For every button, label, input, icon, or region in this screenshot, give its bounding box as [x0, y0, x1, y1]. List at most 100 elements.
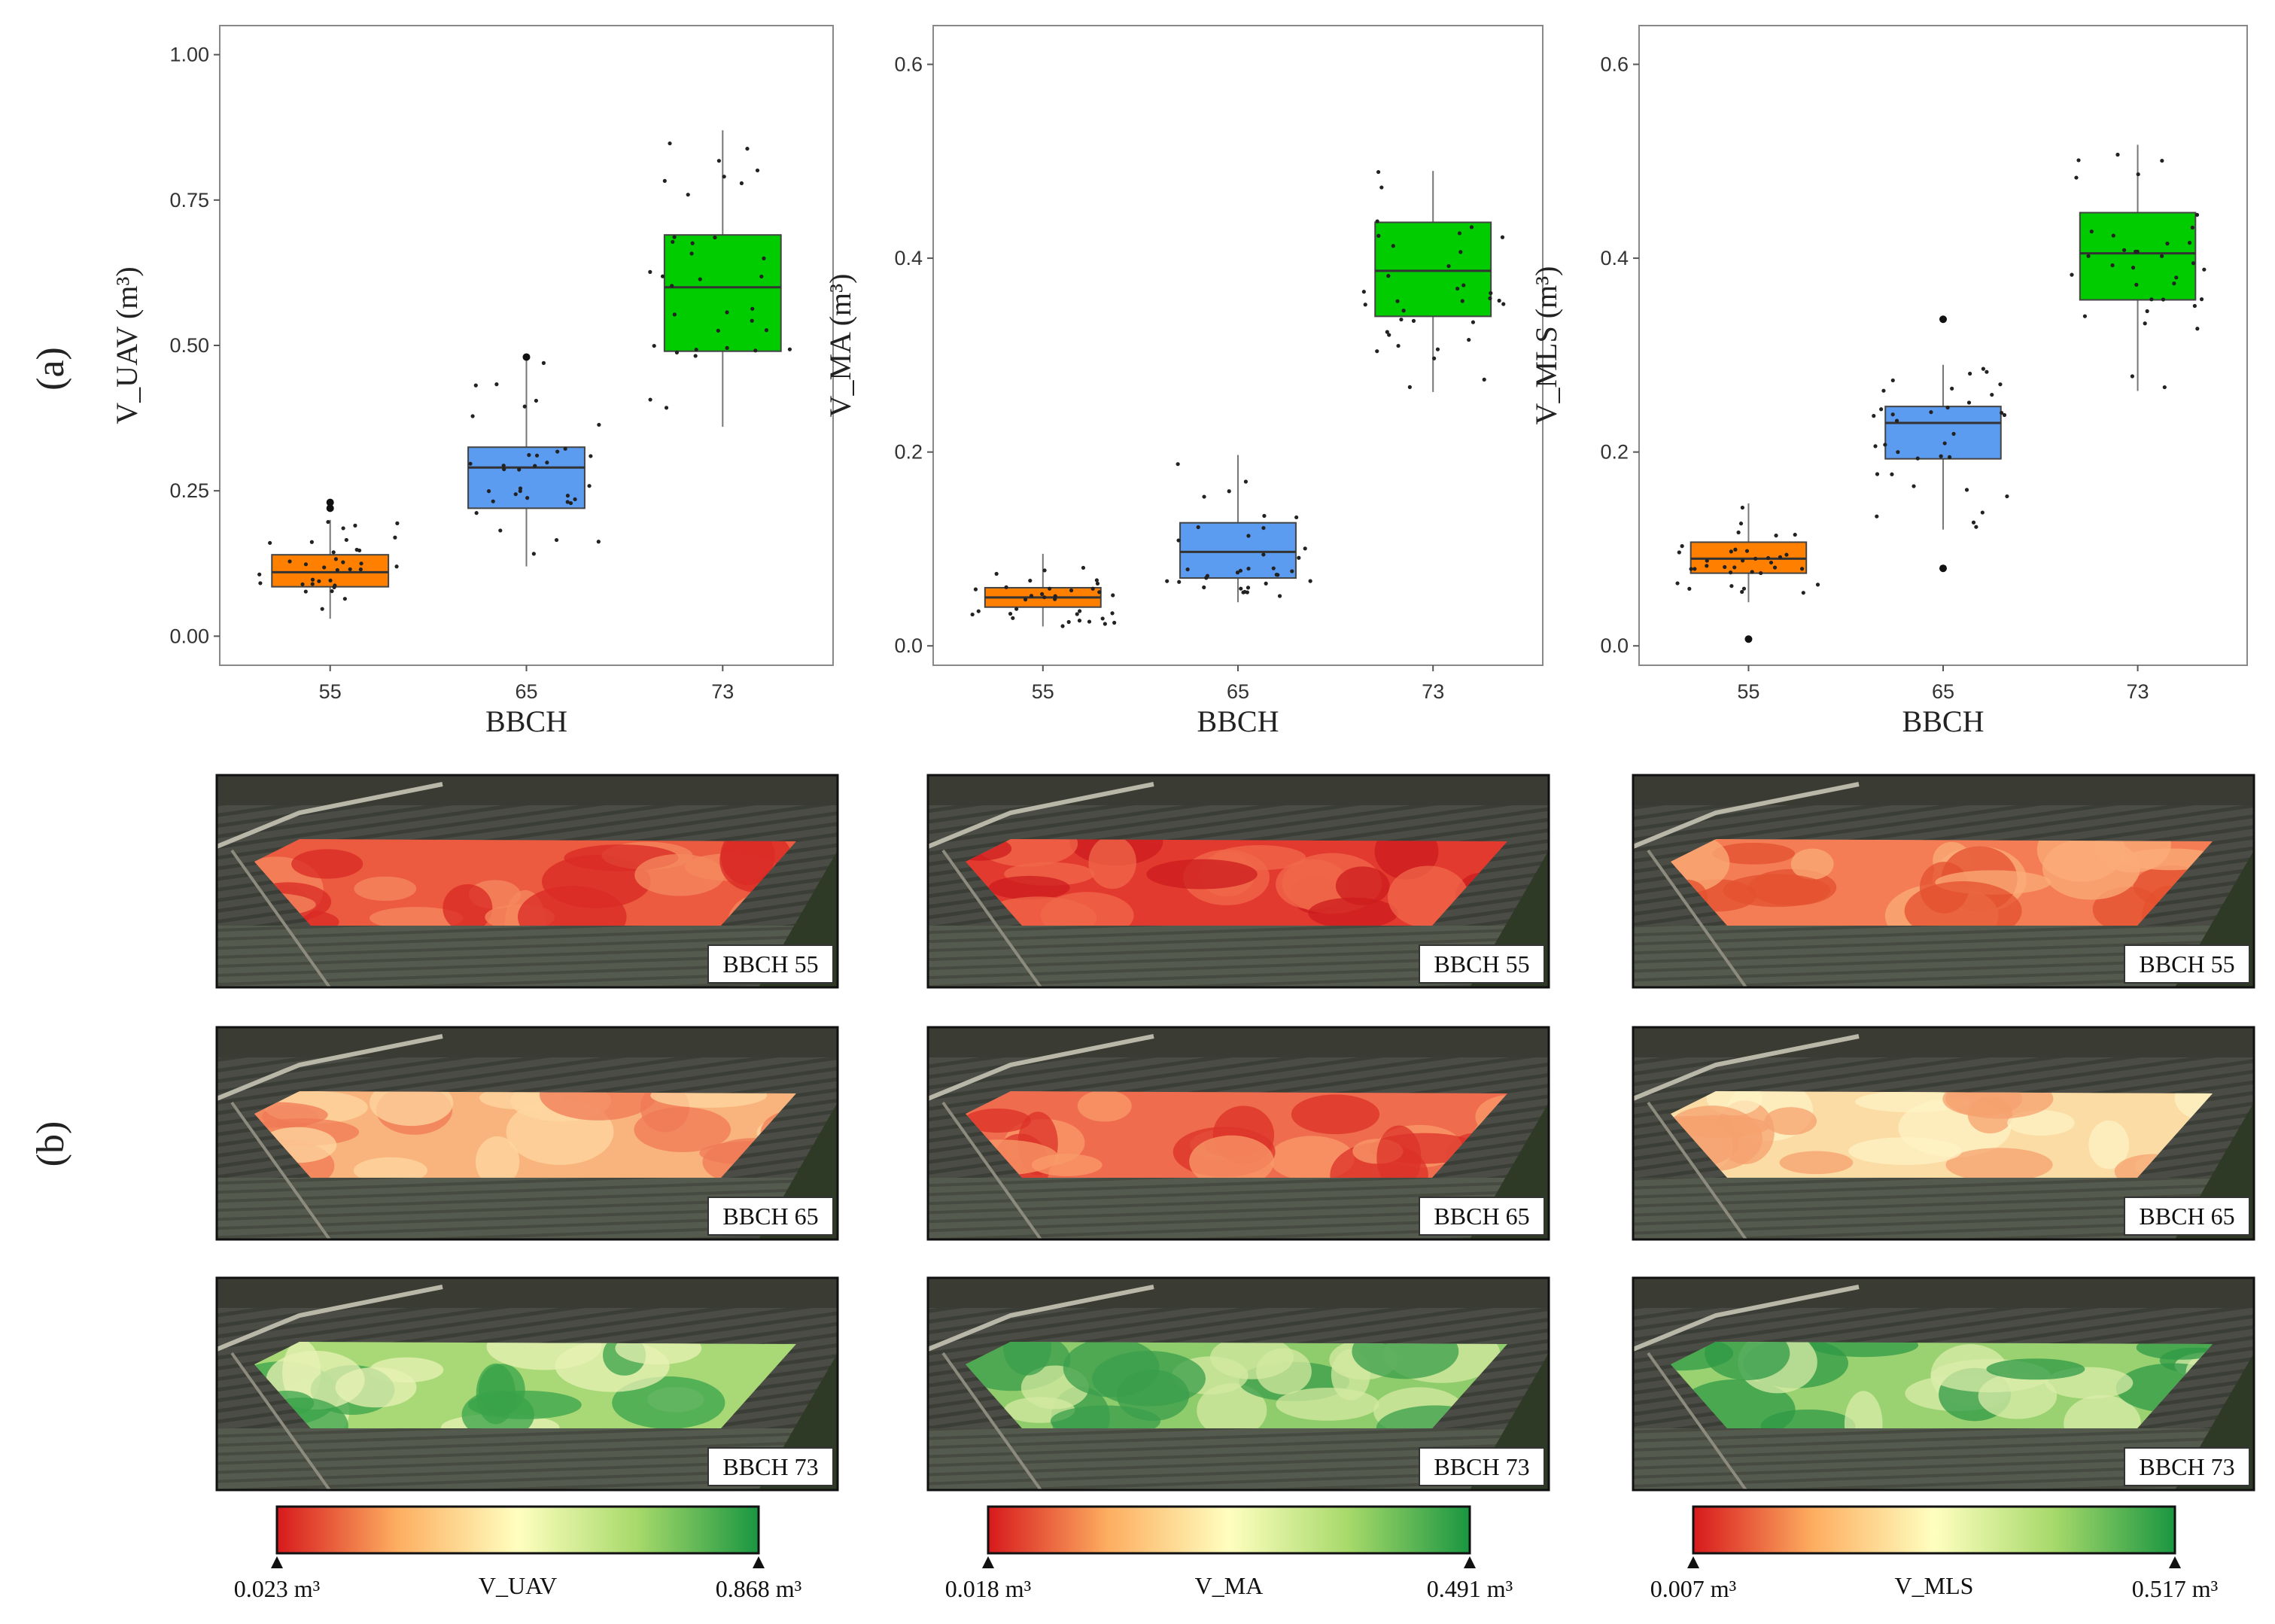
sample-point — [1023, 598, 1028, 602]
sample-point — [341, 560, 345, 564]
sample-point — [1489, 290, 1493, 296]
min-marker — [271, 1556, 283, 1568]
sample-point — [2174, 275, 2179, 280]
x-tick-label: 73 — [1422, 680, 1444, 703]
sample-point — [348, 567, 352, 572]
sample-point — [2160, 254, 2164, 258]
sample-point — [1488, 296, 1492, 301]
sample-point — [1912, 484, 1916, 488]
sample-point — [494, 382, 499, 387]
y-tick-label: 1.00 — [169, 44, 209, 66]
stage-label-box — [707, 1197, 834, 1236]
sample-point — [541, 360, 546, 365]
dark-patch — [1374, 839, 1439, 880]
sample-point — [531, 552, 536, 556]
legend-V_UAV: 0.023 m³ V_UAV 0.868 m³ — [234, 1505, 801, 1602]
sample-point — [693, 354, 698, 358]
x-tick-label: 73 — [711, 680, 734, 703]
sample-point — [502, 467, 506, 472]
sample-point — [2005, 494, 2009, 499]
sample-point — [395, 521, 400, 525]
box-65 — [1165, 455, 1312, 603]
sample-point — [317, 579, 321, 583]
sample-point — [1457, 231, 1462, 236]
sample-point — [2192, 303, 2197, 309]
stage-label-box — [2124, 944, 2250, 984]
light-patch — [335, 1367, 417, 1408]
dark-patch — [1352, 1342, 1459, 1379]
sample-point — [672, 235, 677, 239]
dark-patch — [1335, 866, 1390, 905]
stage-label: BBCH 55 — [2139, 950, 2234, 978]
max-marker — [753, 1556, 765, 1568]
sample-point — [568, 500, 573, 506]
tile-border — [926, 1026, 1550, 1241]
sample-point — [344, 537, 348, 543]
sample-point — [750, 318, 754, 323]
light-patch — [354, 876, 417, 902]
sample-point — [2191, 261, 2196, 266]
sample-point — [468, 461, 473, 466]
road — [1632, 1034, 1860, 1101]
stage-label: BBCH 65 — [2139, 1203, 2234, 1230]
x-tick-label: 55 — [1032, 680, 1054, 703]
sample-point — [1297, 555, 1301, 560]
sample-point — [660, 274, 665, 278]
sample-point — [1243, 479, 1249, 484]
field-strip-top — [928, 1027, 1549, 1057]
sample-point — [2074, 175, 2079, 180]
legend-max-label: 0.517 m³ — [2132, 1575, 2218, 1602]
sample-point — [1097, 590, 1102, 595]
y-tick-label: 0.0 — [894, 634, 923, 657]
road — [926, 1034, 1154, 1101]
sample-point — [764, 328, 769, 333]
dark-patch — [2136, 1342, 2213, 1360]
dark-patch — [1712, 842, 1796, 865]
sample-point — [1929, 410, 1933, 415]
sample-point — [1744, 549, 1750, 553]
light-patch — [1855, 1091, 1970, 1113]
sample-point — [1815, 582, 1820, 587]
sample-point — [1277, 594, 1282, 598]
sample-point — [1238, 568, 1243, 573]
y-tick-label: 0.0 — [1600, 634, 1629, 657]
sample-point — [1386, 274, 1391, 278]
tile-border — [1632, 774, 2255, 989]
sample-point — [353, 523, 357, 528]
sample-point — [393, 535, 397, 540]
sample-point — [1407, 385, 1412, 389]
box-55 — [970, 553, 1117, 628]
sample-point — [668, 141, 672, 146]
sample-point — [2194, 212, 2200, 217]
legend-max-label: 0.491 m³ — [1427, 1575, 1513, 1602]
sample-point — [1964, 488, 1969, 492]
sample-point — [2076, 158, 2081, 163]
sample-point — [1100, 616, 1105, 621]
y-tick-label: 0.2 — [1600, 441, 1629, 464]
sample-point — [1461, 283, 1466, 287]
sample-point — [976, 609, 981, 613]
sample-point — [1396, 343, 1401, 348]
sample-point — [1772, 565, 1778, 570]
sample-point — [762, 256, 766, 260]
sample-point — [1246, 534, 1251, 538]
sample-point — [2161, 297, 2166, 302]
y-tick-label: 0.25 — [169, 479, 209, 502]
sample-point — [2110, 263, 2115, 268]
panel-a-boxplots: (a) 0.00 0.25 0.50 0.75 1.00 55 65 73 BBCH V_UAV … — [0, 0, 2275, 737]
sample-point — [303, 562, 309, 567]
sample-point — [1053, 597, 1057, 601]
sample-point — [1980, 510, 1985, 515]
sample-point — [1264, 581, 1268, 585]
sample-point — [331, 550, 336, 555]
dark-patch — [634, 1107, 731, 1153]
sample-point — [1687, 586, 1692, 591]
sample-point — [268, 540, 272, 546]
sample-point — [1011, 616, 1015, 620]
sample-point — [739, 181, 744, 186]
sample-point — [1435, 347, 1440, 351]
stage-label: BBCH 55 — [722, 950, 818, 978]
sample-point — [2111, 233, 2115, 238]
sample-point — [725, 345, 729, 350]
sample-point — [2000, 410, 2004, 415]
